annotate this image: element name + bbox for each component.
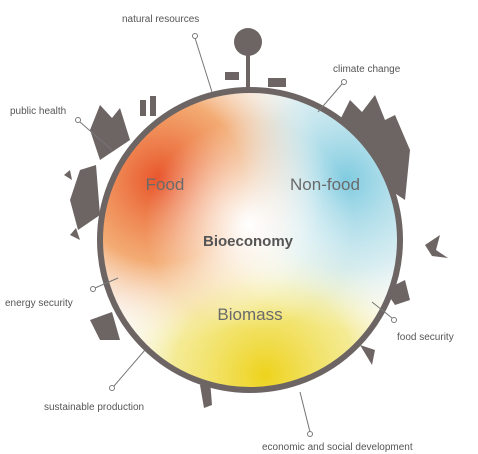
region-label: Food: [146, 175, 185, 194]
issue-label: public health: [10, 106, 66, 117]
issue-label: energy security: [5, 298, 73, 309]
issue-label: food security: [397, 332, 454, 343]
region-label: Non-food: [290, 175, 360, 194]
issue-label: climate change: [333, 64, 401, 75]
bioeconomy-diagram: Food Non-food Biomass Bioeconomy natural…: [0, 0, 478, 454]
region-label: Biomass: [217, 305, 282, 324]
issue-label: economic and social development: [262, 442, 413, 453]
issue-label: natural resources: [122, 14, 199, 25]
issue-label: sustainable production: [44, 402, 144, 413]
center-label: Bioeconomy: [203, 233, 294, 250]
